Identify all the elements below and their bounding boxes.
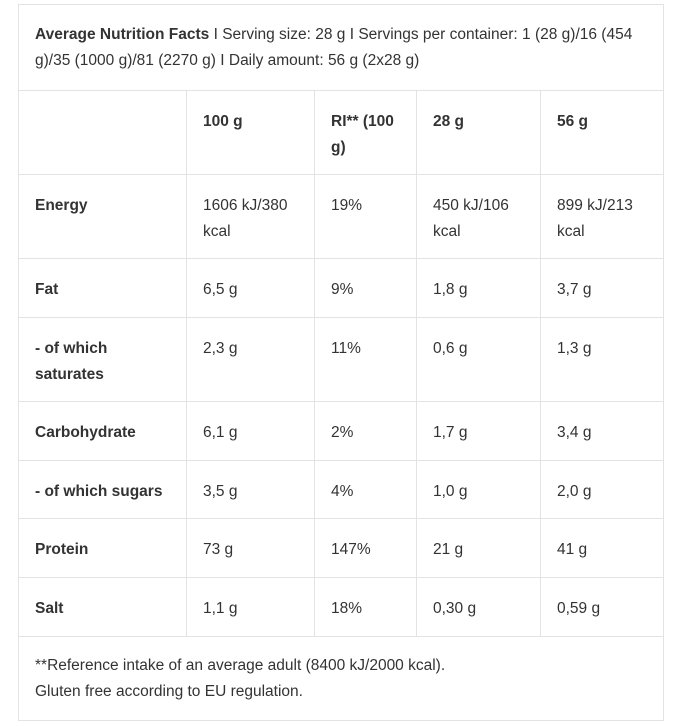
- column-header-56g: 56 g: [539, 90, 665, 175]
- value-ri: 18%: [314, 577, 417, 637]
- column-header-row: 100 g RI** (100 g) 28 g 56 g: [18, 90, 665, 175]
- row-label: - of which sugars: [18, 460, 187, 519]
- value-ri: 11%: [314, 317, 417, 402]
- serving-details: I Serving size: 28 g I Servings per cont…: [35, 26, 633, 69]
- table-row: - of which saturates 2,3 g 11% 0,6 g 1,3…: [18, 317, 665, 402]
- value-ri: 147%: [314, 518, 417, 578]
- column-header-empty: [18, 90, 187, 175]
- row-label: Energy: [18, 174, 187, 259]
- reference-intake-note: **Reference intake of an average adult (…: [35, 657, 446, 674]
- value-56g: 1,3 g: [539, 317, 665, 402]
- value-56g: 2,0 g: [539, 460, 665, 519]
- table-row: Energy 1606 kJ/380 kcal 19% 450 kJ/106 k…: [18, 174, 665, 259]
- nutrition-title: Average Nutrition Facts: [35, 26, 210, 43]
- value-ri: 2%: [314, 401, 417, 461]
- row-label: Carbohydrate: [18, 401, 187, 461]
- value-56g: 41 g: [539, 518, 665, 578]
- table-row: Salt 1,1 g 18% 0,30 g 0,59 g: [18, 577, 665, 637]
- value-ri: 4%: [314, 460, 417, 519]
- table-row: Protein 73 g 147% 21 g 41 g: [18, 518, 665, 578]
- serving-info: Average Nutrition Facts I Serving size: …: [17, 4, 665, 91]
- column-header-100g: 100 g: [186, 90, 315, 175]
- table-row: Carbohydrate 6,1 g 2% 1,7 g 3,4 g: [18, 401, 665, 461]
- value-100g: 6,5 g: [186, 258, 315, 318]
- row-label: Salt: [18, 577, 187, 637]
- footnotes: **Reference intake of an average adult (…: [17, 636, 665, 721]
- value-100g: 3,5 g: [186, 460, 315, 519]
- value-ri: 9%: [314, 258, 417, 318]
- row-label: - of which saturates: [18, 317, 187, 402]
- column-header-28g: 28 g: [416, 90, 541, 175]
- value-56g: 3,4 g: [539, 401, 665, 461]
- value-28g: 1,8 g: [416, 258, 541, 318]
- nutrition-facts-panel: Average Nutrition Facts I Serving size: …: [17, 4, 665, 721]
- value-100g: 2,3 g: [186, 317, 315, 402]
- header-row: Average Nutrition Facts I Serving size: …: [17, 4, 665, 91]
- value-100g: 6,1 g: [186, 401, 315, 461]
- value-100g: 73 g: [186, 518, 315, 578]
- value-100g: 1606 kJ/380 kcal: [186, 174, 315, 259]
- value-28g: 0,6 g: [416, 317, 541, 402]
- nutrition-table: Average Nutrition Facts I Serving size: …: [17, 4, 665, 721]
- value-ri: 19%: [314, 174, 417, 259]
- value-56g: 0,59 g: [539, 577, 665, 637]
- value-28g: 0,30 g: [416, 577, 541, 637]
- row-label: Fat: [18, 258, 187, 318]
- value-28g: 1,0 g: [416, 460, 541, 519]
- value-28g: 450 kJ/106 kcal: [416, 174, 541, 259]
- table-row: - of which sugars 3,5 g 4% 1,0 g 2,0 g: [18, 460, 665, 519]
- row-label: Protein: [18, 518, 187, 578]
- value-28g: 1,7 g: [416, 401, 541, 461]
- gluten-free-note: Gluten free according to EU regulation.: [35, 683, 303, 700]
- footer-row: **Reference intake of an average adult (…: [17, 636, 665, 721]
- value-28g: 21 g: [416, 518, 541, 578]
- value-56g: 899 kJ/213 kcal: [539, 174, 665, 259]
- value-56g: 3,7 g: [539, 258, 665, 318]
- column-header-ri: RI** (100 g): [314, 90, 417, 175]
- value-100g: 1,1 g: [186, 577, 315, 637]
- table-row: Fat 6,5 g 9% 1,8 g 3,7 g: [18, 258, 665, 318]
